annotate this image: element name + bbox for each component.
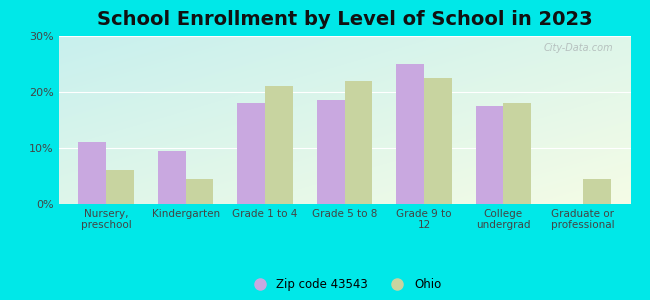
Title: School Enrollment by Level of School in 2023: School Enrollment by Level of School in … [97, 10, 592, 29]
Bar [186, 179, 213, 204]
Bar [158, 151, 186, 204]
Bar [396, 64, 424, 204]
Bar [237, 103, 265, 204]
Legend: Zip code 43543, Ohio: Zip code 43543, Ohio [243, 273, 446, 296]
Bar [424, 78, 452, 204]
Bar [344, 81, 372, 204]
Bar [476, 106, 503, 204]
Bar [317, 100, 345, 204]
Bar [79, 142, 106, 204]
Bar [106, 170, 134, 204]
Bar [583, 179, 610, 204]
Bar [265, 86, 293, 204]
Text: City-Data.com: City-Data.com [543, 43, 614, 53]
Bar [503, 103, 531, 204]
